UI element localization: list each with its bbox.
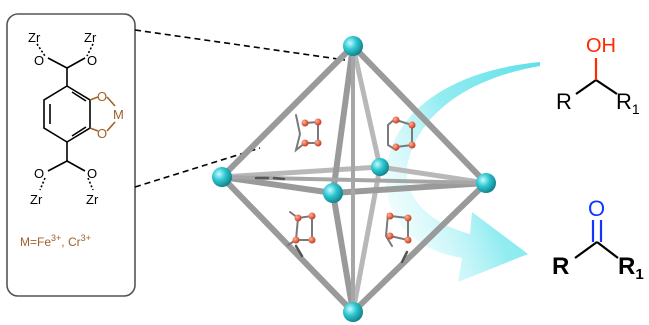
node-bottom <box>343 302 363 322</box>
reactant-r1-label: R1 <box>616 89 640 117</box>
o-chelate-top-label: O <box>97 89 107 104</box>
top-carboxylate <box>36 43 94 86</box>
o-top-left-label: O <box>34 53 44 68</box>
metal-caption-prefix: M=Fe <box>20 235 51 249</box>
callout-line-bottom <box>134 147 261 188</box>
zr-top-right-label: Zr <box>84 30 97 45</box>
product-r-label: R <box>552 253 569 280</box>
linker-cluster-lower-left <box>287 211 316 246</box>
callout-lines <box>134 29 346 188</box>
node-front <box>323 183 343 203</box>
linker-box-border <box>6 13 136 297</box>
hydroxyl-label: OH <box>586 35 616 57</box>
metal-caption: M=Fe3+, Cr3+ <box>20 233 91 249</box>
product-r1-label: R1 <box>618 253 644 283</box>
product-ketone: O R R1 <box>552 196 644 283</box>
o-top-right-label: O <box>87 53 97 68</box>
reactant-r1-subscript: 1 <box>632 101 640 117</box>
metal-symbol-label: M <box>113 107 124 122</box>
linker-cluster-lower-right <box>384 212 412 247</box>
product-r1-subscript: 1 <box>635 266 643 283</box>
node-back <box>371 158 389 176</box>
node-right <box>476 173 496 193</box>
fe-charge: 3+ <box>51 233 61 243</box>
cr-charge: 3+ <box>81 233 91 243</box>
zr-top-left-label: Zr <box>28 30 41 45</box>
o-bottom-right-label: O <box>87 166 97 181</box>
callout-line-top <box>134 29 346 61</box>
zr-bottom-left-label: Zr <box>30 192 43 207</box>
zr-bottom-right-label: Zr <box>86 192 99 207</box>
linker-structure-panel: Zr Zr O O O O M O O Zr <box>6 13 136 297</box>
reactant-alcohol: OH R R1 <box>556 35 640 117</box>
node-left <box>212 167 232 187</box>
linker-cluster-upper-left <box>294 114 322 153</box>
reactant-r-label: R <box>556 89 572 114</box>
octahedral-framework <box>212 36 496 322</box>
linker-cluster-upper-right <box>387 116 416 151</box>
node-top <box>343 36 363 56</box>
o-chelate-bottom-label: O <box>97 126 107 141</box>
carbonyl-o-label: O <box>588 196 605 221</box>
metal-caption-separator: , Cr <box>61 235 80 249</box>
o-bottom-left-label: O <box>34 166 44 181</box>
bottom-carboxylate <box>39 142 94 191</box>
metal-chelate <box>89 96 116 132</box>
